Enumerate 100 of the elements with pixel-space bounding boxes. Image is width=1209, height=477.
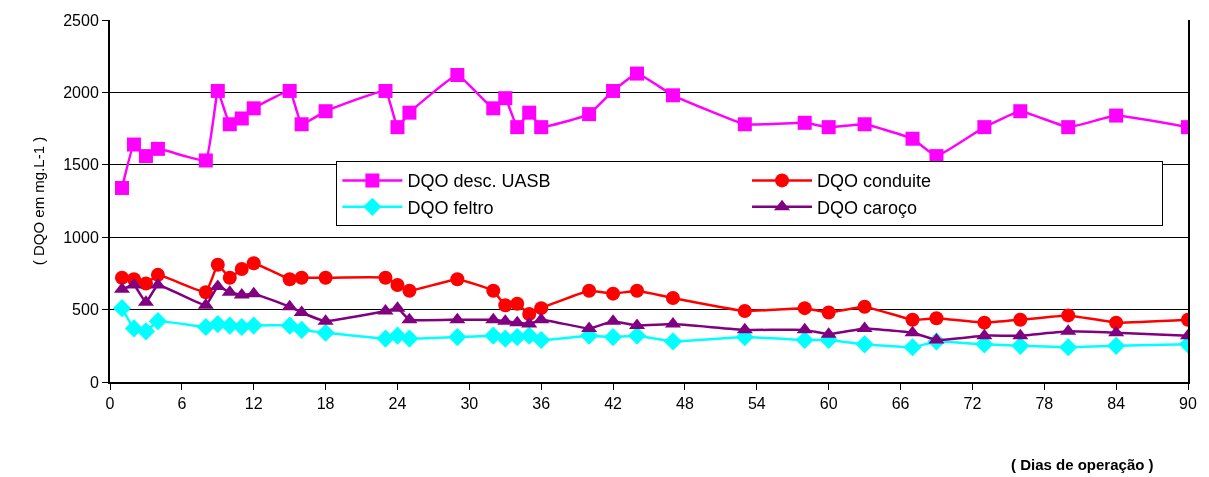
point bbox=[280, 316, 299, 335]
point bbox=[1061, 120, 1076, 135]
point bbox=[796, 322, 813, 334]
point bbox=[857, 117, 872, 132]
point bbox=[663, 332, 683, 351]
point bbox=[582, 283, 597, 298]
y-tick-label: 2000 bbox=[63, 84, 99, 101]
point bbox=[977, 120, 992, 135]
point bbox=[450, 68, 465, 83]
point bbox=[318, 104, 333, 119]
point bbox=[486, 283, 501, 298]
legend-label: DQO desc. UASB bbox=[407, 171, 551, 192]
point bbox=[390, 120, 405, 135]
point bbox=[150, 267, 165, 282]
point bbox=[627, 326, 647, 345]
point bbox=[498, 298, 513, 313]
x-tick-label: 48 bbox=[676, 395, 694, 413]
point bbox=[112, 299, 132, 318]
point bbox=[795, 330, 814, 350]
point bbox=[498, 91, 513, 106]
point bbox=[222, 117, 237, 132]
point bbox=[1061, 308, 1076, 323]
point bbox=[401, 312, 418, 324]
point bbox=[1059, 338, 1078, 357]
point bbox=[606, 286, 621, 301]
point bbox=[390, 277, 405, 292]
point bbox=[797, 115, 812, 130]
point bbox=[603, 328, 623, 347]
y-tick-label: 1500 bbox=[63, 156, 99, 174]
point bbox=[246, 101, 261, 116]
point bbox=[1109, 108, 1124, 123]
point bbox=[246, 256, 261, 271]
point bbox=[402, 283, 417, 298]
point bbox=[1013, 104, 1028, 119]
legend-label: DQO conduite bbox=[817, 171, 932, 192]
point bbox=[210, 83, 225, 98]
point bbox=[450, 272, 465, 287]
point bbox=[196, 317, 215, 337]
point bbox=[234, 111, 249, 126]
point bbox=[150, 141, 165, 156]
point bbox=[222, 270, 237, 285]
x-tick-label: 12 bbox=[244, 395, 263, 413]
point bbox=[198, 285, 213, 300]
point bbox=[630, 283, 645, 298]
x-tick-label: 18 bbox=[316, 395, 335, 413]
point bbox=[114, 180, 129, 195]
point bbox=[149, 277, 166, 289]
point bbox=[821, 305, 836, 320]
point bbox=[486, 101, 501, 116]
y-tick-label: 0 bbox=[89, 373, 99, 391]
point bbox=[449, 312, 466, 324]
point bbox=[318, 270, 333, 285]
point bbox=[532, 330, 551, 350]
point bbox=[905, 312, 920, 327]
x-tick-label: 0 bbox=[105, 395, 115, 413]
point bbox=[534, 120, 549, 135]
x-axis-title: ( Dias de operação ) bbox=[1011, 456, 1154, 473]
point bbox=[281, 299, 298, 311]
x-tick-label: 6 bbox=[177, 395, 187, 413]
x-tick-label: 30 bbox=[460, 395, 479, 413]
point bbox=[736, 322, 753, 334]
y-tick-label: 2500 bbox=[63, 11, 99, 29]
point bbox=[1107, 336, 1126, 355]
x-tick-label: 60 bbox=[819, 395, 838, 413]
x-tick-label: 84 bbox=[1107, 395, 1126, 413]
point bbox=[292, 320, 311, 339]
point bbox=[282, 272, 297, 287]
x-tick-label: 72 bbox=[963, 395, 982, 413]
point bbox=[522, 105, 537, 120]
point bbox=[665, 88, 680, 103]
point bbox=[138, 276, 153, 291]
point bbox=[148, 312, 168, 331]
point bbox=[1108, 325, 1125, 337]
point bbox=[904, 325, 921, 337]
point bbox=[976, 328, 993, 340]
point bbox=[821, 120, 836, 135]
point bbox=[857, 299, 872, 314]
point bbox=[378, 83, 393, 98]
x-tick-label: 54 bbox=[747, 395, 766, 413]
y-tick-label: 500 bbox=[72, 301, 99, 319]
point bbox=[234, 262, 249, 277]
point bbox=[1013, 312, 1028, 327]
point bbox=[630, 66, 645, 81]
point bbox=[294, 117, 309, 132]
point bbox=[520, 326, 539, 345]
x-tick-label: 66 bbox=[891, 395, 910, 413]
point bbox=[376, 329, 395, 348]
point bbox=[582, 107, 597, 122]
point bbox=[929, 311, 944, 326]
x-tick-label: 24 bbox=[388, 395, 407, 413]
point bbox=[400, 329, 419, 348]
point bbox=[534, 301, 549, 316]
point bbox=[737, 117, 752, 132]
point bbox=[977, 315, 992, 330]
y-axis-title: ( DQO em mg.L-1 ) bbox=[29, 136, 47, 266]
x-tick-label: 90 bbox=[1179, 395, 1197, 413]
point bbox=[136, 322, 156, 341]
point bbox=[138, 149, 153, 164]
y-tick-label: 1000 bbox=[63, 228, 99, 246]
point bbox=[510, 296, 525, 311]
